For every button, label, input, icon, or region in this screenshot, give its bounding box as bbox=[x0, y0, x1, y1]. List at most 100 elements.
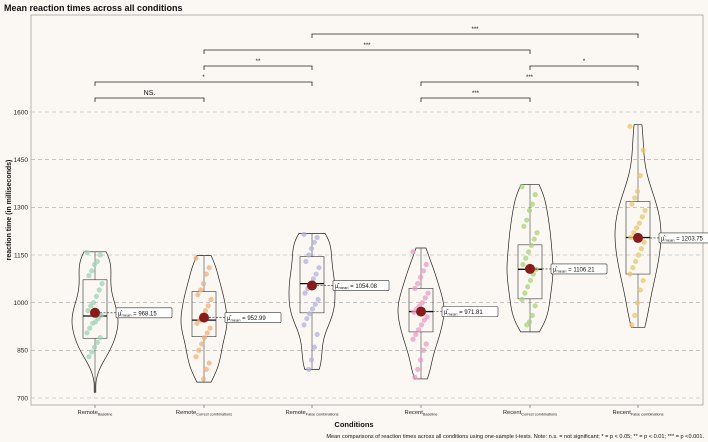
significance-label: * bbox=[583, 59, 586, 65]
significance-brackets: NS. **** ***** ******* bbox=[94, 27, 639, 102]
x-tick-label: RecentFalse combinations bbox=[612, 410, 663, 416]
mean-label: μ̂mean = 1203.75 bbox=[661, 236, 704, 242]
data-point bbox=[632, 312, 638, 318]
data-point bbox=[634, 300, 641, 306]
data-point bbox=[422, 295, 428, 301]
grid-lines bbox=[31, 111, 703, 399]
significance-label: *** bbox=[526, 75, 534, 81]
chart-title: Mean reaction times across all condition… bbox=[4, 3, 183, 13]
mean-label-box bbox=[224, 312, 282, 323]
data-point bbox=[525, 249, 532, 255]
data-point bbox=[200, 376, 207, 382]
mean-label: μ̂mean = 968.15 bbox=[118, 311, 157, 317]
caption: Mean comparisons of reaction times acros… bbox=[326, 434, 704, 440]
data-point bbox=[90, 320, 96, 326]
data-point bbox=[425, 290, 431, 296]
data-point bbox=[198, 287, 204, 293]
y-axis-label: reaction time (in milliseconds) bbox=[6, 160, 13, 261]
data-point bbox=[640, 277, 646, 284]
data-point bbox=[421, 317, 427, 323]
data-point bbox=[316, 265, 322, 271]
data-point bbox=[636, 220, 643, 226]
violin-outline bbox=[397, 247, 445, 380]
data-point bbox=[89, 268, 95, 274]
data-point bbox=[637, 287, 643, 293]
mean-marker bbox=[199, 312, 209, 323]
mean-label-box bbox=[550, 263, 608, 275]
data-point bbox=[417, 274, 424, 280]
data-point bbox=[306, 366, 312, 372]
data-point bbox=[529, 201, 535, 207]
data-point bbox=[200, 281, 207, 287]
data-point bbox=[524, 217, 530, 223]
data-point bbox=[201, 335, 208, 341]
data-point bbox=[420, 347, 426, 353]
data-point bbox=[314, 234, 320, 241]
data-point bbox=[532, 303, 538, 309]
data-point bbox=[308, 246, 315, 252]
data-point bbox=[312, 301, 318, 307]
data-point bbox=[84, 330, 90, 336]
violin-outline bbox=[71, 251, 119, 393]
y-tick-label: 1300 bbox=[14, 205, 29, 212]
data-point bbox=[91, 261, 98, 268]
data-point bbox=[415, 281, 421, 287]
data-point bbox=[314, 331, 320, 338]
data-point bbox=[523, 255, 529, 261]
mean-label-box bbox=[115, 307, 173, 319]
violin-group: μ̂mean = 1054.08 bbox=[288, 231, 390, 372]
data-point bbox=[308, 357, 315, 363]
data-point bbox=[521, 223, 527, 229]
x-axis-label: Conditions bbox=[334, 420, 373, 429]
data-point bbox=[301, 322, 307, 328]
data-point bbox=[195, 292, 201, 298]
data-point bbox=[97, 335, 103, 341]
data-point bbox=[196, 347, 202, 353]
data-point bbox=[96, 287, 102, 293]
data-point bbox=[423, 341, 429, 347]
data-point bbox=[410, 249, 416, 255]
violin-outline bbox=[288, 233, 336, 370]
data-point bbox=[630, 265, 636, 271]
violin-outline bbox=[614, 124, 662, 328]
data-point bbox=[86, 354, 92, 360]
data-point bbox=[315, 296, 321, 303]
data-point bbox=[207, 325, 213, 331]
data-point bbox=[632, 195, 638, 201]
data-point bbox=[412, 285, 418, 291]
data-point bbox=[415, 366, 421, 372]
data-point bbox=[85, 308, 91, 314]
significance-label: *** bbox=[472, 91, 480, 97]
violin-group: μ̂mean = 952.99 bbox=[180, 255, 282, 383]
data-point bbox=[531, 236, 537, 242]
y-tick-label: 700 bbox=[17, 395, 28, 402]
data-point bbox=[641, 239, 647, 245]
box bbox=[82, 279, 108, 339]
data-point bbox=[311, 239, 317, 245]
data-point bbox=[525, 284, 531, 290]
significance-bracket bbox=[420, 81, 639, 86]
data-point bbox=[639, 214, 645, 220]
data-point bbox=[413, 331, 419, 338]
x-tick-label: RecentCorrect combinations bbox=[503, 410, 557, 416]
data-point bbox=[88, 303, 94, 309]
x-tick-label: RemoteCorrect combinations bbox=[176, 410, 232, 416]
data-point bbox=[204, 330, 210, 336]
data-point bbox=[423, 261, 429, 268]
mean-label: μ̂mean = 1106.21 bbox=[553, 267, 595, 273]
violins: μ̂mean = 968.15 μ̂mean = 952.99 μ̂mean = 1… bbox=[71, 123, 708, 393]
data-point bbox=[84, 249, 90, 256]
data-point bbox=[411, 309, 417, 315]
data-point bbox=[193, 255, 199, 261]
data-point bbox=[519, 296, 525, 303]
data-point bbox=[91, 344, 98, 350]
data-point bbox=[635, 252, 642, 258]
data-point bbox=[640, 147, 646, 153]
data-point bbox=[86, 273, 92, 279]
significance-bracket bbox=[311, 33, 639, 38]
mean-marker bbox=[525, 263, 535, 274]
box bbox=[408, 288, 434, 333]
mean-label-box bbox=[658, 232, 708, 244]
data-point bbox=[418, 322, 425, 328]
